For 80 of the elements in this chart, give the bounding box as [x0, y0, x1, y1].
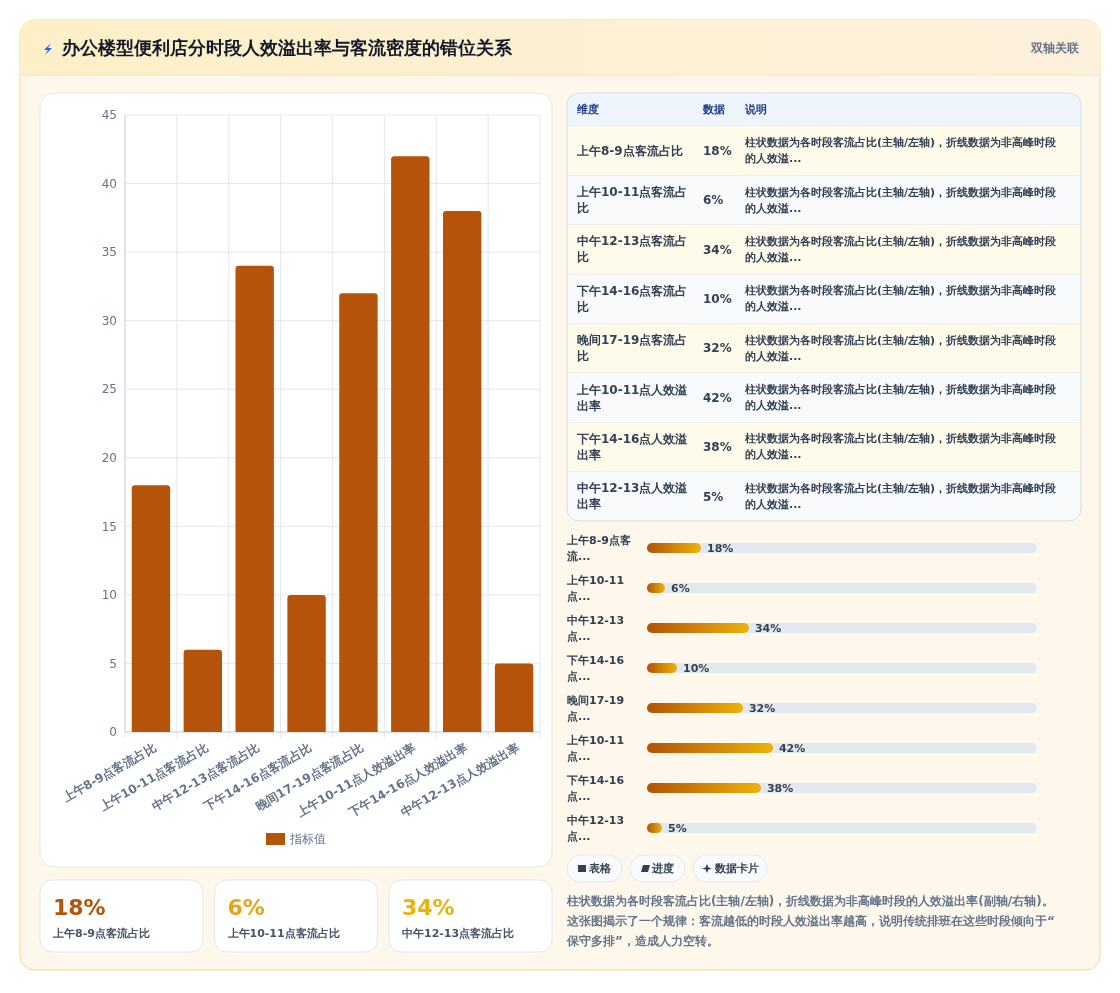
text: 34% — [703, 242, 732, 257]
text: 柱状数据为各时段客流占比(主轴/左轴)，折线数据为非高峰时段的人效溢... — [744, 185, 1058, 215]
y-tick-label: 晚间17-19点... — [567, 693, 625, 723]
text: 表格 — [588, 862, 612, 876]
text: 柱状数据为各时段客流占比(主轴/左轴)，折线数据为非高峰时段的人效溢... — [744, 432, 1058, 462]
bar — [235, 265, 274, 732]
text: 柱状数据为各时段客流占比(主轴/左轴)，折线数据为非高峰时段的人效溢出率(副轴/右轴)。这张图揭示了一个规律：客流越低的时段人效溢出率越高，说明传统排班在这些时段倾向于“保守多排”，造成人力空转。 — [566, 894, 1055, 948]
text: 10% — [703, 292, 732, 307]
bar — [647, 743, 773, 753]
bar — [494, 663, 534, 732]
category-label: 上午10-11点人效溢出率 — [576, 382, 688, 413]
y-tick-label: 上午8-9点客流... — [566, 533, 631, 563]
category-label: 上午10-11点客流占比 — [576, 185, 688, 216]
text: 6% — [227, 894, 265, 920]
data-label: 42% — [778, 741, 806, 755]
category-label: 上午8-9点客流占比 — [52, 926, 150, 940]
text: 柱状数据为各时段客流占比(主轴/左轴)，折线数据为非高峰时段的人效溢... — [744, 136, 1058, 166]
y-tick-label: 30 — [101, 313, 117, 328]
bar — [339, 293, 378, 732]
category-label: 下午14-16点客流占比 — [576, 283, 688, 314]
bar — [391, 156, 430, 732]
bar — [183, 649, 223, 732]
bar — [647, 663, 677, 673]
y-tick-label: 40 — [101, 176, 117, 191]
y-tick-label: 0 — [109, 725, 117, 740]
category-label: 中午12-13点客流占比 — [577, 234, 688, 265]
text: 18% — [53, 894, 106, 920]
data-label: 10% — [682, 661, 710, 675]
text: 柱状数据为各时段客流占比(主轴/左轴)，折线数据为非高峰时段的人效溢... — [744, 234, 1058, 264]
category-label: 下午14-16点人效溢出率 — [576, 431, 688, 462]
data-label: 34% — [754, 621, 782, 635]
y-tick-label: 中午12-13点... — [567, 813, 625, 843]
y-tick-label: 上午10-11点... — [566, 733, 625, 763]
y-tick-label: 15 — [101, 519, 117, 534]
data-label: 38% — [766, 781, 794, 795]
data-label: 32% — [748, 701, 776, 715]
bar — [647, 783, 761, 793]
y-tick-label: 35 — [101, 245, 117, 260]
bar — [647, 703, 743, 713]
text: 双轴关联 — [1030, 41, 1080, 56]
y-tick-label: 25 — [101, 382, 117, 397]
bar — [131, 485, 171, 732]
text: 数据 — [702, 103, 725, 117]
text: 办公楼型便利店分时段人效溢出率与客流密度的错位关系 — [61, 37, 513, 59]
category-label: 上午8-9点客流占比 — [576, 143, 683, 158]
bar — [442, 210, 482, 732]
y-tick-label: 45 — [101, 108, 117, 123]
text: 18% — [703, 143, 732, 158]
text: 42% — [703, 390, 732, 405]
text: 38% — [703, 440, 732, 455]
text: 进度 — [651, 862, 674, 876]
text: 柱状数据为各时段客流占比(主轴/左轴)，折线数据为非高峰时段的人效溢... — [744, 383, 1058, 413]
data-label: 5% — [668, 821, 687, 835]
text: 柱状数据为各时段客流占比(主轴/左轴)，折线数据为非高峰时段的人效溢... — [744, 284, 1058, 314]
category-label: 中午12-13点人效溢出率 — [577, 481, 688, 512]
y-tick-label: 中午12-13点... — [567, 613, 625, 643]
legend-label: 指标值 — [289, 832, 326, 847]
y-tick-label: 上午10-11点... — [566, 573, 625, 603]
bar — [647, 543, 701, 553]
category-label: 上午10-11点客流占比 — [226, 926, 340, 940]
category-label: 晚间17-19点客流占比 — [577, 333, 688, 364]
y-tick-label: 下午14-16点... — [566, 653, 625, 683]
text: 6% — [703, 193, 724, 208]
text: 说明 — [744, 103, 767, 117]
y-tick-label: 20 — [101, 450, 117, 465]
text: 维度 — [576, 103, 599, 117]
text: 32% — [703, 341, 732, 356]
y-tick-label: 10 — [101, 588, 117, 603]
bar — [647, 623, 749, 633]
text: 5% — [703, 489, 724, 504]
text: 柱状数据为各时段客流占比(主轴/左轴)，折线数据为非高峰时段的人效溢... — [744, 333, 1058, 363]
category-label: 中午12-13点客流占比 — [402, 926, 515, 940]
bar — [287, 594, 326, 732]
text: 数据卡片 — [714, 862, 759, 876]
data-label: 18% — [706, 541, 734, 555]
text: 34% — [402, 894, 455, 920]
text: 柱状数据为各时段客流占比(主轴/左轴)，折线数据为非高峰时段的人效溢... — [744, 481, 1058, 511]
y-tick-label: 5 — [109, 656, 117, 671]
y-tick-label: 下午14-16点... — [566, 773, 625, 803]
data-label: 6% — [671, 581, 690, 595]
